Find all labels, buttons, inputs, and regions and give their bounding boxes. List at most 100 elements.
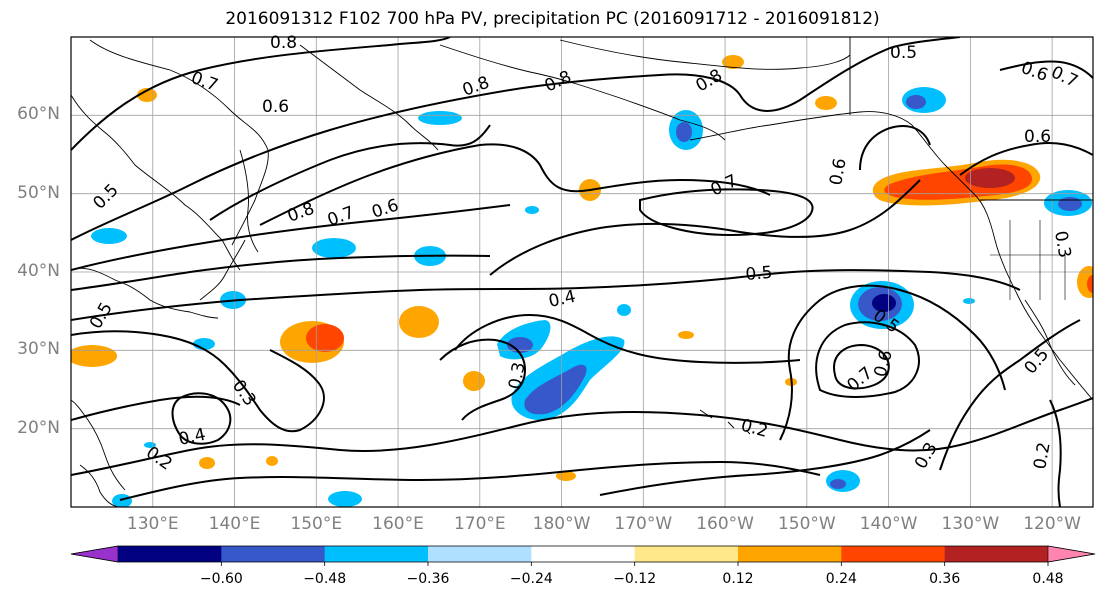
colorbar-bin <box>841 546 946 562</box>
longitude-label: 120°W <box>1023 514 1081 534</box>
longitude-label: 150°W <box>777 514 836 534</box>
contour-label: 0.7 <box>188 68 220 96</box>
precip-anomaly-positive <box>71 345 117 367</box>
longitude-label: 160°E <box>372 514 424 534</box>
precip-anomaly-negative <box>312 238 356 258</box>
precip-anomaly-negative <box>872 294 896 312</box>
contour-label: 0.7 <box>325 203 357 231</box>
contour-label: 0.3 <box>911 439 942 472</box>
precip-anomaly-negative <box>830 479 846 489</box>
longitude-label: 130°W <box>941 514 1000 534</box>
coastline <box>239 149 259 253</box>
contour-label: 0.5 <box>89 180 122 213</box>
latitude-label: 30°N <box>17 339 60 360</box>
longitude-label: 170°E <box>453 514 506 534</box>
precip-anomaly-negative <box>676 122 692 142</box>
pv-contour <box>171 392 232 445</box>
coastline <box>1024 299 1076 386</box>
longitude-label: 160°W <box>696 514 754 534</box>
colorbar-bin <box>634 546 739 562</box>
contour-label: 0.8 <box>460 73 492 101</box>
pv-contour <box>859 125 931 171</box>
longitude-label: 130°E <box>126 514 179 534</box>
contour-label: 0.3 <box>1050 229 1074 259</box>
contour-label: 0.8 <box>542 67 575 97</box>
precip-anomaly-positive <box>137 88 157 102</box>
contour-label: 0.7 <box>708 171 741 201</box>
colorbar-tick-label: 0.24 <box>826 571 857 587</box>
precip-anomaly-positive <box>199 457 215 469</box>
coastline <box>689 111 913 141</box>
coastline <box>439 44 726 141</box>
pv-contour <box>454 313 801 364</box>
colorbar-extend-min <box>70 545 119 563</box>
pv-contour <box>71 204 511 271</box>
pv-contour <box>71 395 241 421</box>
pv-contour <box>489 179 921 276</box>
colorbar: −0.60 −0.48 −0.36 −0.24 −0.12 0.12 0.24 0.36 0.4… <box>70 545 1096 587</box>
pv-contour <box>259 143 771 226</box>
precip-anomaly-negative <box>524 364 587 415</box>
pv-contour <box>71 254 491 291</box>
longitude-label: 140°W <box>859 514 918 534</box>
contour-label: 0.2 <box>739 416 770 442</box>
coastline <box>299 44 439 151</box>
precip-anomaly-positive <box>965 168 1015 188</box>
precip-anomaly-positive <box>722 55 744 69</box>
longitude-label: 180°W <box>532 514 591 534</box>
coastline <box>71 399 126 491</box>
contour-label: 0.5 <box>890 43 917 63</box>
latitude-label: 60°N <box>17 104 60 125</box>
colorbar-extend-max <box>1047 545 1096 563</box>
pv-contour <box>639 188 814 237</box>
colorbar-outline <box>70 545 1096 563</box>
colorbar-bin <box>738 546 842 562</box>
precip-anomaly-positive <box>1087 275 1093 293</box>
coastlines <box>71 37 1093 507</box>
coastline <box>559 39 851 70</box>
coastline <box>199 239 246 301</box>
map-frame <box>70 36 1094 508</box>
pv-contour <box>939 319 1081 471</box>
colorbar-tick-label: −0.12 <box>613 571 656 587</box>
pv-contour <box>439 338 527 421</box>
pv-contour <box>959 142 1093 176</box>
contour-label: 0.8 <box>270 33 297 53</box>
precip-anomaly-negative <box>963 298 975 304</box>
precip-anomaly-negative <box>525 206 539 214</box>
pv-contour <box>71 37 961 241</box>
colorbar-tick-label: −0.60 <box>200 571 243 587</box>
latitude-label: 40°N <box>17 261 60 281</box>
contour-label: 0.4 <box>547 287 578 312</box>
pv-contours <box>71 37 1093 507</box>
pv-contour <box>779 284 1006 441</box>
precip-anomaly-positive <box>463 371 485 391</box>
contour-label: 0.5 <box>1021 345 1054 379</box>
pv-contour <box>119 460 821 501</box>
colorbar-bin <box>428 546 532 562</box>
contour-label: 0.8 <box>285 199 317 227</box>
coastline <box>911 124 1093 401</box>
pv-contour <box>71 37 451 151</box>
precip-anomaly-positive <box>815 96 837 110</box>
pv-contour <box>999 60 1093 79</box>
colorbar-tick-label: −0.36 <box>407 571 450 587</box>
pv-contour <box>71 330 325 433</box>
pv-contour <box>209 124 491 221</box>
contour-label: 0.3 <box>228 376 260 410</box>
precip-anomaly-positive <box>556 471 576 481</box>
pv-contour <box>1049 399 1062 507</box>
precip-anomaly-negative <box>418 111 462 125</box>
longitude-label: 140°E <box>208 514 261 534</box>
colorbar-tick-label: 0.12 <box>722 571 753 587</box>
pv-contour <box>833 343 890 390</box>
precip-anomaly-negative <box>507 337 533 353</box>
contour-label: 0.8 <box>693 65 726 96</box>
precip-anomaly-positive <box>266 456 278 466</box>
colorbar-tick-label: 0.48 <box>1032 571 1063 587</box>
coastline <box>89 39 269 246</box>
precip-anomaly-negative <box>617 304 631 316</box>
contour-label: 0.6 <box>871 348 897 379</box>
coastline <box>71 267 219 319</box>
